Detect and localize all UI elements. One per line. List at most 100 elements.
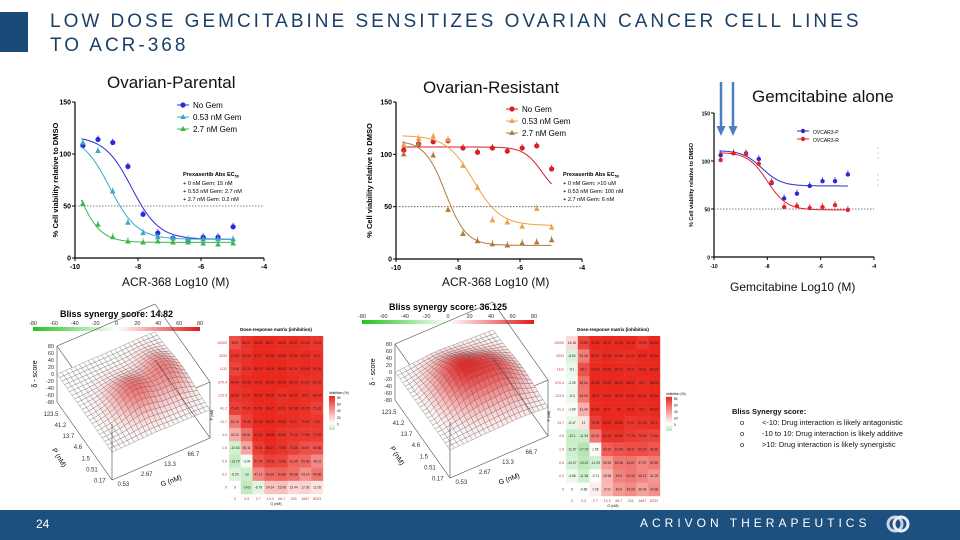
matrix-cell	[229, 415, 241, 429]
matrix-cell	[566, 389, 578, 403]
matrix-legend-title: inhibition (%)	[329, 391, 349, 395]
g-dose-label: 333	[291, 497, 297, 501]
g-dose-label: 0	[571, 499, 573, 503]
data-point	[140, 239, 146, 245]
colorbar-tick-label: 40	[155, 321, 161, 327]
matrix-cell	[252, 349, 265, 363]
matrix-cell	[229, 467, 241, 482]
g-dose-label: 13.3	[267, 497, 274, 501]
g-tick-label: 13.3	[502, 460, 514, 466]
matrix-cell-value: 91.06	[615, 341, 623, 345]
matrix-cell-value: 60.86	[278, 472, 286, 476]
p-tick-label: 123.5	[381, 410, 397, 416]
data-point	[430, 152, 437, 158]
matrix-cell-value: 83.02	[289, 393, 297, 397]
p-dose-label: 1111	[220, 367, 227, 371]
legend-label: No Gem	[193, 101, 223, 110]
dose-response-matrix-2: Dose-response matrix (inhibition)14.15 73…	[547, 327, 686, 508]
matrix-cell-value: 79.07	[626, 421, 634, 425]
g-tick-label: 2.67	[141, 472, 153, 478]
matrix-cell-value: 86.23	[615, 394, 623, 398]
matrix-cell-value: 82.56	[615, 354, 623, 358]
matrix-cell	[311, 362, 324, 376]
matrix-cell-value: 39.92	[603, 461, 611, 465]
matrix-cell-value: 85.75	[254, 367, 262, 371]
matrix-cell-value: 84.22	[650, 408, 658, 412]
matrix-cell-value: 41.29	[650, 474, 658, 478]
data-point	[781, 196, 787, 201]
data-point	[504, 242, 511, 248]
matrix-cell-value: 59.08	[301, 459, 309, 463]
data-point	[832, 178, 838, 184]
dose-response-chart-1: -10 -8 -6 -4 0 50 100 150 % Cell viability relat…	[365, 100, 624, 273]
z-tick-label: -60	[384, 391, 392, 397]
p-dose-label: 123.5	[555, 394, 564, 398]
matrix-cell	[589, 416, 602, 430]
matrix-cell	[613, 429, 625, 443]
matrix-cell-value: 86.52	[254, 393, 262, 397]
matrix-cell-value: 83.02	[278, 341, 286, 345]
matrix-cell	[287, 480, 300, 495]
z-tick-label: -40	[46, 386, 54, 392]
matrix-cell	[624, 482, 637, 497]
p-dose-label: 370.4	[555, 381, 564, 385]
matrix-cell	[624, 376, 637, 390]
data-point	[845, 172, 851, 177]
matrix-cell-value: 83.02	[254, 433, 262, 437]
matrix-cell-value: 80.75	[301, 407, 309, 411]
matrix-cell	[264, 388, 277, 403]
matrix-cell	[299, 441, 312, 455]
matrix-cell	[252, 401, 265, 416]
matrix-cell-value: 75.46	[242, 420, 250, 424]
z-tick-label: -20	[384, 377, 392, 383]
matrix-cell-value: 52.69	[650, 461, 658, 465]
matrix-cell	[287, 467, 300, 482]
z-tick-label: 20	[48, 365, 54, 371]
matrix-cell-value: 31.49	[579, 408, 587, 412]
matrix-cell	[566, 376, 578, 390]
annotation-title: Prexasertib Abs EC50	[183, 172, 239, 179]
matrix-cell-value: -5.1	[569, 368, 575, 372]
synergy-surface-plot-2: Bliss synergy score: 36.125-80 -60 -40 -20 0…	[358, 301, 549, 487]
matrix-cell	[613, 349, 625, 363]
matrix-cell	[624, 429, 637, 443]
matrix-cell-value: 82.58	[289, 407, 297, 411]
data-point	[109, 188, 116, 194]
matrix-cell-value: 84.16	[591, 368, 599, 372]
matrix-cell	[624, 389, 637, 403]
matrix-cell-value: 11.05	[313, 486, 321, 490]
colorbar	[33, 327, 200, 331]
g-dose-label: 8333	[650, 499, 658, 503]
p-tick-label: 13.7	[401, 432, 413, 438]
p-tick-label: 0.17	[432, 477, 444, 483]
colorbar-tick-label: 60	[509, 314, 515, 320]
matrix-cell	[624, 336, 637, 350]
matrix-cell-value: 86.27	[266, 407, 274, 411]
matrix-cell-value: 51.46	[579, 354, 587, 358]
matrix-cell	[311, 388, 324, 403]
matrix-cell	[264, 375, 277, 389]
matrix-cell-value: 73.69	[579, 341, 587, 345]
matrix-cell	[577, 469, 590, 483]
g-tick-label: 66.7	[525, 450, 537, 456]
matrix-cell-value: 80.35	[278, 433, 286, 437]
legend-marker	[509, 106, 515, 112]
matrix-cell-value: 82.24	[626, 354, 634, 358]
matrix-cell	[264, 428, 277, 442]
matrix-cell-value: -8.54	[568, 354, 576, 358]
down-arrow-icon	[728, 126, 738, 136]
g-dose-label: 66.7	[278, 497, 285, 501]
matrix-legend-tick: 20	[674, 417, 678, 421]
p-dose-label: 4.6	[559, 434, 564, 438]
matrix-cell-value: 69.6	[627, 448, 634, 452]
matrix-cell	[566, 482, 578, 497]
data-point	[460, 230, 466, 236]
bliss-key-text: >10: Drug interaction is likely synergis…	[762, 440, 896, 449]
data-point	[125, 219, 131, 225]
matrix-cell	[276, 362, 288, 376]
annotation-line: + 2.7 nM Gem: 6 nM	[563, 197, 614, 203]
legend-label: No Gem	[522, 105, 552, 114]
matrix-cell	[577, 402, 590, 417]
matrix-title: Dose-response matrix (inhibition)	[240, 327, 312, 332]
matrix-cell	[311, 454, 324, 468]
